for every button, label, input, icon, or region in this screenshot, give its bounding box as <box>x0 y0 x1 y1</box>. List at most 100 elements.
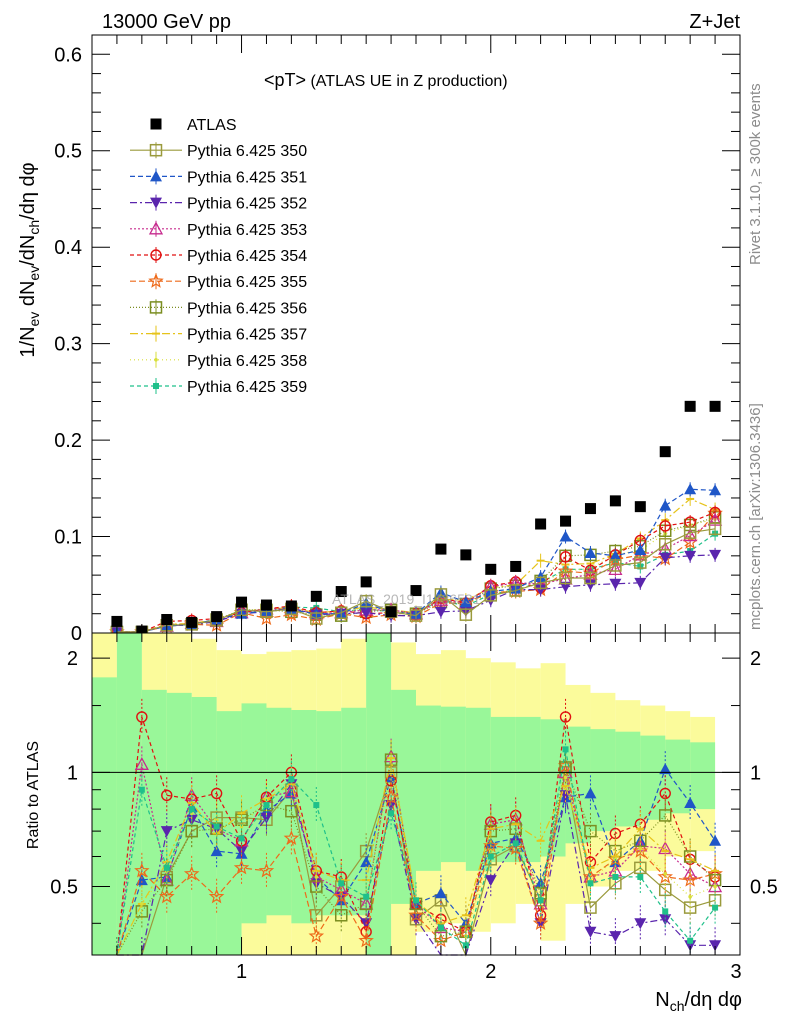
ratio-data-point <box>360 856 373 868</box>
legend-label: Pythia 6.425 354 <box>187 248 307 265</box>
ratio-data-point <box>140 902 144 906</box>
ratio-data-point <box>657 868 673 884</box>
legend-marker <box>154 358 158 362</box>
ratio-series-9 <box>116 731 719 956</box>
ratio-data-point <box>559 711 572 723</box>
ylabel-part-3: ev <box>26 266 42 281</box>
main-data-point <box>683 526 697 539</box>
ratio-inner-band-bin <box>316 711 342 916</box>
main-data-point <box>510 560 522 572</box>
legend-marker <box>153 383 159 389</box>
ratio-data-point <box>363 893 370 900</box>
ratio-inner-band-bin <box>690 742 716 810</box>
legend-entry: Pythia 6.425 352 <box>130 194 307 213</box>
legend-label: Pythia 6.425 359 <box>187 379 307 396</box>
main-y-tick-label: 0.1 <box>54 527 82 549</box>
legend-entry: Pythia 6.425 350 <box>130 142 307 160</box>
ratio-data-point <box>288 776 295 783</box>
main-data-point <box>459 596 472 608</box>
ratio-y-tick-label-right: 1 <box>750 762 761 784</box>
legend-label: Pythia 6.425 353 <box>187 222 307 239</box>
ratio-data-point <box>663 872 668 876</box>
watermark: ATLAS_2019_I1736531 <box>332 591 481 607</box>
main-data-point <box>559 551 572 563</box>
ratio-data-point <box>260 812 273 824</box>
ratio-data-point <box>709 834 722 846</box>
ratio-data-point <box>584 926 597 938</box>
ratio-data-point <box>612 873 619 880</box>
main-data-point <box>534 576 547 590</box>
main-data-point <box>659 499 672 511</box>
main-y-tick-label: 0.3 <box>54 334 82 356</box>
ratio-data-point <box>587 880 594 887</box>
ratio-data-point <box>210 787 223 800</box>
main-data-point <box>484 589 498 602</box>
main-data-point <box>634 577 647 589</box>
xlabel-part-2: /dη dφ <box>685 989 742 1011</box>
main-data-point <box>659 552 672 564</box>
legend-marker <box>149 143 163 157</box>
ratio-data-point <box>308 928 325 943</box>
ratio-data-point <box>563 775 568 780</box>
ylabel-part-1: ev <box>26 312 42 327</box>
ylabel-part-2: dN <box>17 281 39 312</box>
main-data-point <box>186 616 198 628</box>
ratio-data-point <box>609 931 622 943</box>
legend-label: Pythia 6.425 351 <box>187 169 307 186</box>
main-data-point <box>258 610 275 626</box>
ylabel-part-4: /dN <box>17 235 39 266</box>
legend-label: Pythia 6.425 352 <box>187 196 307 213</box>
legend-entry: Pythia 6.425 351 <box>130 168 307 186</box>
ratio-inner-band-bin <box>515 716 541 863</box>
ratio-data-point <box>562 746 569 753</box>
ratio-data-point <box>712 904 719 911</box>
ratio-inner-band-bin <box>92 677 117 955</box>
ratio-data-point <box>713 884 717 889</box>
main-data-point <box>360 576 372 588</box>
legend-entry: Pythia 6.425 358 <box>130 351 307 370</box>
ratio-data-point <box>183 865 200 881</box>
ratio-inner-band-bin <box>615 731 641 827</box>
mcplots-label: mcplots.cern.ch [arXiv:1306.3436] <box>747 403 764 630</box>
main-data-point <box>410 585 422 597</box>
main-title-analysis: (ATLAS UE in Z production) <box>306 73 508 90</box>
main-data-point <box>359 594 373 608</box>
x-tick-label: 3 <box>730 961 741 983</box>
ratio-bands <box>92 633 716 955</box>
ratio-data-point <box>188 806 195 813</box>
main-data-point <box>659 446 671 458</box>
main-data-point <box>335 586 347 598</box>
main-data-point <box>708 522 722 536</box>
ratio-data-point <box>659 914 672 926</box>
main-data-point <box>385 606 397 618</box>
ratio-data-point <box>185 824 198 838</box>
main-data-point <box>285 600 297 612</box>
legend-entry: Pythia 6.425 356 <box>130 299 307 317</box>
header-process-label: Z+Jet <box>689 11 740 33</box>
ratio-inner-band-bin <box>116 633 142 955</box>
rivet-version-label: Rivet 3.1.10, ≥ 300k events <box>747 83 764 265</box>
legend: ATLAS Pythia 6.425 350 Pythia 6.425 351 Pyt… <box>130 117 307 396</box>
ratio-data-point <box>709 940 722 952</box>
legend-label: Pythia 6.425 357 <box>187 327 307 344</box>
legend-label: Pythia 6.425 355 <box>187 274 307 291</box>
legend-marker <box>150 170 162 182</box>
main-data-point <box>434 588 448 601</box>
legend-label: Pythia 6.425 350 <box>187 143 307 160</box>
main-data-point <box>709 549 722 561</box>
main-data-point <box>684 400 696 412</box>
ratio-data-point <box>487 853 494 860</box>
ratio-data-point <box>684 797 697 809</box>
legend-label: Pythia 6.425 356 <box>187 300 307 317</box>
ratio-inner-band-bin <box>490 716 516 863</box>
main-x-ticks <box>116 35 741 633</box>
ratio-y-tick-label: 0.5 <box>50 877 78 899</box>
legend-marker <box>150 249 162 261</box>
ratio-data-point <box>658 809 672 822</box>
main-data-point <box>534 584 547 596</box>
ratio-data-point <box>334 909 348 922</box>
main-data-point <box>560 515 572 527</box>
main-y-tick-label: 0.4 <box>54 237 82 259</box>
main-data-point <box>485 563 497 575</box>
ratio-data-point <box>160 826 173 838</box>
